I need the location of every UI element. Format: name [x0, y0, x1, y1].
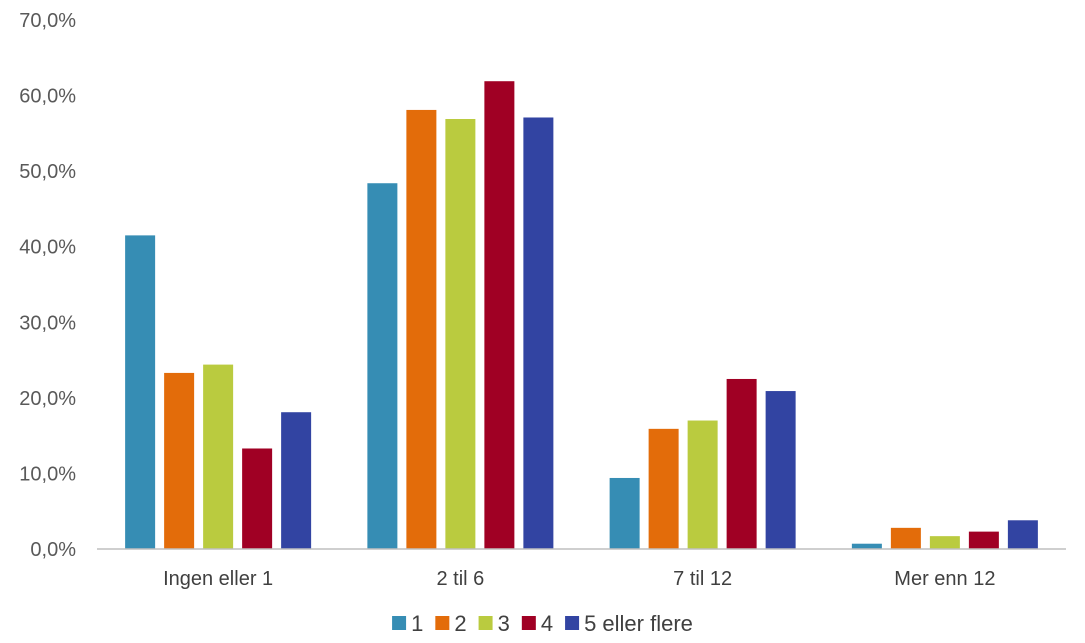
bars	[125, 81, 1038, 550]
y-tick-label: 30,0%	[19, 312, 76, 334]
bar	[242, 448, 273, 549]
bar	[445, 118, 476, 550]
bar	[203, 364, 234, 549]
bar	[609, 477, 640, 549]
legend-item: 4	[521, 611, 553, 636]
y-tick-label: 60,0%	[19, 86, 76, 108]
bar	[851, 543, 882, 549]
bar	[1007, 520, 1038, 549]
legend-label: 4	[541, 611, 553, 636]
bar	[726, 378, 757, 549]
bar	[406, 109, 437, 550]
legend-item: 1	[392, 611, 423, 636]
bar	[164, 372, 195, 549]
legend-item: 3	[478, 611, 510, 636]
legend-swatch	[478, 616, 493, 630]
legend-label: 5 eller flere	[584, 611, 693, 636]
legend-swatch	[392, 616, 407, 630]
y-tick-label: 40,0%	[19, 237, 76, 259]
bar	[484, 81, 515, 549]
legend-swatch	[565, 616, 580, 630]
bar	[523, 117, 554, 549]
y-tick-label: 0,0%	[30, 539, 76, 561]
bar	[968, 531, 999, 549]
legend-label: 2	[454, 611, 466, 636]
y-tick-label: 50,0%	[19, 161, 76, 183]
bar	[765, 391, 796, 549]
y-tick-label: 70,0%	[19, 10, 76, 32]
x-tick-label: 2 til 6	[436, 568, 484, 590]
y-tick-label: 10,0%	[19, 463, 76, 485]
bar	[648, 428, 679, 549]
bar	[890, 527, 921, 549]
y-axis: 0,0% 10,0% 20,0% 30,0% 40,0% 50,0% 60,0% 70,0%	[19, 10, 76, 561]
legend-item: 2	[435, 611, 467, 636]
x-tick-label: Mer enn 12	[894, 568, 995, 590]
legend-label: 1	[411, 611, 423, 636]
bar	[125, 235, 156, 549]
legend-label: 3	[498, 611, 510, 636]
y-tick-label: 20,0%	[19, 388, 76, 410]
bar	[929, 536, 960, 549]
x-axis: Ingen eller 1 2 til 6 7 til 12 Mer enn 12	[163, 568, 995, 590]
bar	[687, 420, 718, 549]
legend-swatch	[435, 616, 450, 630]
bar	[281, 412, 312, 549]
x-tick-label: 7 til 12	[673, 568, 732, 590]
x-tick-label: Ingen eller 1	[163, 568, 273, 590]
legend: 1 2 3 4 5 eller flere	[392, 611, 693, 636]
legend-item: 5 eller flere	[565, 611, 693, 636]
bar	[367, 183, 398, 549]
legend-swatch	[521, 616, 536, 630]
